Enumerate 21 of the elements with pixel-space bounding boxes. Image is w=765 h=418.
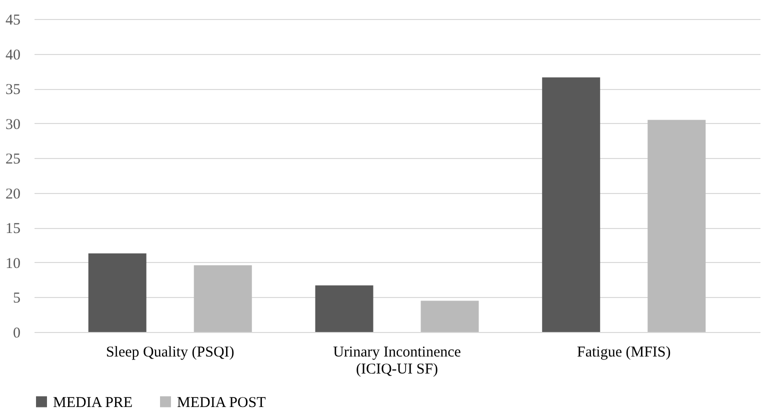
y-tick-label: 40 bbox=[6, 47, 20, 64]
bar bbox=[648, 120, 706, 332]
bar bbox=[194, 265, 252, 332]
x-tick-label: Urinary Incontinence (ICIQ-UI SF) bbox=[333, 344, 462, 378]
y-tick-label: 25 bbox=[6, 152, 20, 168]
y-tick-label: 45 bbox=[6, 12, 20, 28]
x-tick-label: Sleep Quality (PSQI) bbox=[106, 344, 234, 360]
legend-label: MEDIA POST bbox=[177, 394, 266, 411]
legend-label: MEDIA PRE bbox=[53, 394, 133, 411]
y-tick-label: 5 bbox=[13, 290, 20, 307]
y-tick-label: 10 bbox=[6, 256, 20, 272]
y-tick-label: 20 bbox=[6, 186, 20, 202]
bar bbox=[542, 77, 600, 332]
y-tick-label: 15 bbox=[6, 221, 20, 238]
y-tick-label: 0 bbox=[13, 326, 20, 342]
x-tick-label: Fatigue (MFIS) bbox=[577, 344, 671, 360]
y-tick-label: 35 bbox=[6, 82, 20, 98]
bar bbox=[88, 253, 146, 332]
bar bbox=[420, 300, 479, 332]
bar bbox=[315, 285, 374, 332]
y-tick-label: 30 bbox=[6, 116, 20, 133]
